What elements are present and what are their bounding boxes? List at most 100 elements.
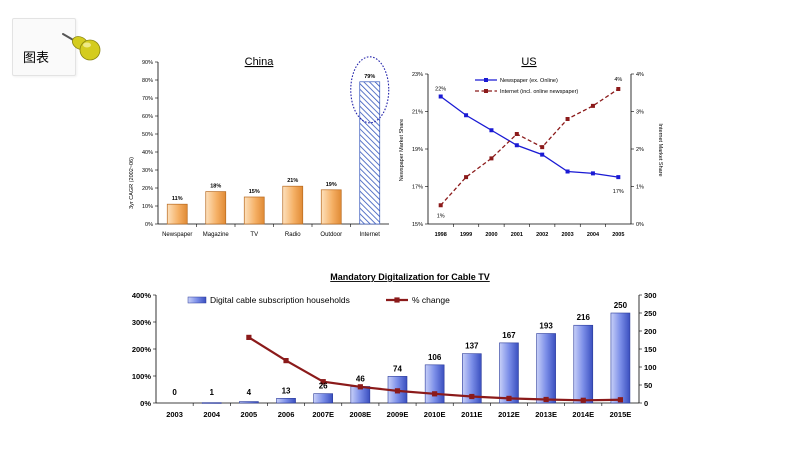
us-right-tick-label: 1% <box>636 185 644 191</box>
cable-bar-2014e <box>573 324 594 404</box>
cable-category-label: 2009E <box>387 410 409 419</box>
china-bar-newspaper <box>166 203 188 225</box>
pushpin-icon <box>62 33 101 61</box>
china-category-label: Radio <box>285 232 301 238</box>
us-x-tick-label: 2001 <box>511 232 523 238</box>
us-legend-marker <box>484 89 488 93</box>
china-y-tick-label: 40% <box>142 150 153 156</box>
cable-pct-change-point <box>394 388 401 394</box>
cable-bar-value-label: 0 <box>172 388 177 397</box>
us-left-tick-label: 15% <box>412 222 423 228</box>
china-value-label: 79% <box>364 74 375 80</box>
china-y-axis-label: 3yr CAGR (2002~06) <box>129 157 135 209</box>
us-x-tick-label: 1999 <box>460 232 472 238</box>
us-market-share-line-chart: US Newspaper Market Share Internet Marke… <box>399 56 663 238</box>
cable-bar-2010e <box>424 364 445 404</box>
us-legend-label: Newspaper (ex. Online) <box>500 78 558 84</box>
us-data-point <box>489 156 494 161</box>
cable-left-tick-label: 400% <box>132 291 152 300</box>
cable-bar-value-label: 46 <box>356 374 365 383</box>
cable-bar-2004 <box>201 402 222 404</box>
us-right-tick-label: 3% <box>636 110 644 116</box>
us-x-tick-label: 1998 <box>435 232 447 238</box>
china-category-label: Newspaper <box>162 232 192 238</box>
china-y-tick-label: 10% <box>142 204 153 210</box>
cable-category-label: 2011E <box>461 410 482 419</box>
cable-left-tick-label: 200% <box>132 345 152 354</box>
us-data-point <box>514 143 519 148</box>
us-right-axis-label: Internet Market Share <box>657 123 663 176</box>
china-bar-tv <box>243 196 265 225</box>
us-left-tick-label: 17% <box>412 185 423 191</box>
china-category-label: Internet <box>360 232 381 238</box>
us-left-tick-label: 23% <box>412 72 423 78</box>
china-bar-radio <box>282 185 304 225</box>
cable-bar-value-label: 26 <box>319 382 328 391</box>
us-data-point <box>540 152 545 157</box>
cable-bar-value-label: 4 <box>247 388 252 397</box>
us-right-tick-label: 2% <box>636 147 644 153</box>
cable-legend-line-marker <box>394 297 400 303</box>
cable-left-tick-label: 300% <box>132 318 152 327</box>
china-y-tick-label: 80% <box>142 78 153 84</box>
us-series-line-1 <box>440 88 619 206</box>
cable-category-label: 2008E <box>350 410 372 419</box>
cable-category-label: 2006 <box>278 410 295 419</box>
us-left-axis-label: Newspaper Market Share <box>399 119 405 181</box>
slide-section-label: 图表 <box>23 51 50 66</box>
us-data-point <box>540 145 545 150</box>
china-y-tick-label: 30% <box>142 168 153 174</box>
china-category-label: TV <box>250 232 258 238</box>
cable-pct-change-point <box>432 391 438 397</box>
cable-right-tick-label: 0 <box>644 399 648 408</box>
cable-category-label: 2004 <box>203 410 221 419</box>
cable-left-tick-label: 100% <box>132 372 152 381</box>
cable-pct-change-point <box>246 334 252 340</box>
us-legend-marker <box>484 78 488 82</box>
china-y-tick-label: 50% <box>142 132 153 138</box>
cable-bar-value-label: 106 <box>428 353 442 362</box>
us-x-tick-label: 2000 <box>485 232 497 238</box>
cable-bar-value-label: 167 <box>502 331 516 340</box>
china-value-label: 19% <box>326 182 337 188</box>
us-data-point <box>489 128 494 133</box>
cable-bar-2011e <box>462 353 482 404</box>
cable-pct-change-point <box>617 397 624 403</box>
cable-bar-value-label: 74 <box>393 364 402 373</box>
us-chart-title: US <box>521 56 536 68</box>
us-left-tick-label: 19% <box>412 147 423 153</box>
cable-right-tick-label: 200 <box>644 327 657 336</box>
cable-pct-change-point <box>283 358 289 364</box>
us-x-tick-label: 2005 <box>612 232 624 238</box>
china-y-tick-label: 20% <box>142 186 153 192</box>
cable-legend-bar-swatch <box>187 296 207 304</box>
cable-category-label: 2012E <box>498 410 520 419</box>
china-value-label: 21% <box>287 178 298 184</box>
cable-legend-line-label: % change <box>412 295 450 305</box>
cable-right-tick-label: 300 <box>644 291 657 300</box>
cable-bar-2013e <box>536 333 556 404</box>
china-y-tick-label: 0% <box>145 222 153 228</box>
cable-category-label: 2013E <box>535 410 557 419</box>
cable-bar-2006 <box>276 398 296 404</box>
us-data-point <box>438 94 443 99</box>
china-value-label: 15% <box>249 189 260 195</box>
us-data-point <box>590 103 595 108</box>
cable-left-tick-label: 0% <box>140 399 151 408</box>
cable-category-label: 2007E <box>312 410 334 419</box>
us-data-point <box>438 203 443 208</box>
us-series-line-0 <box>440 95 619 178</box>
cable-bar-value-label: 1 <box>210 388 215 397</box>
us-x-tick-label: 2003 <box>561 232 573 238</box>
cable-right-tick-label: 250 <box>644 309 657 318</box>
cable-category-label: 2005 <box>241 410 258 419</box>
cable-bar-value-label: 216 <box>577 313 591 322</box>
cable-bar-2012e <box>499 342 519 404</box>
cable-category-label: 2010E <box>424 410 446 419</box>
cable-right-tick-label: 100 <box>644 363 657 372</box>
cable-pct-change-point <box>506 395 512 402</box>
china-bar-outdoor <box>320 189 342 225</box>
us-end-label: 4% <box>614 77 622 83</box>
cable-chart-title: Mandatory Digitalization for Cable TV <box>330 272 490 282</box>
cable-bar-2015e <box>610 312 631 404</box>
